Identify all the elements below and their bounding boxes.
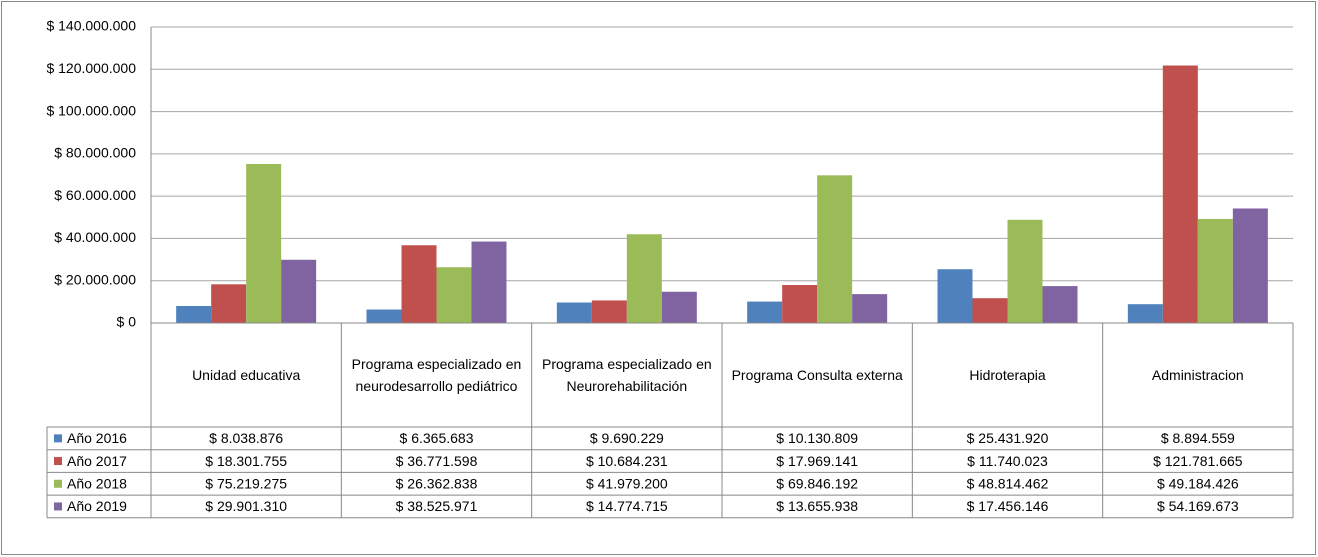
bar [1232,208,1268,323]
bar [176,306,212,323]
bar [436,267,472,323]
bar [626,234,662,323]
data-label: $ 8.038.876 [209,430,283,446]
bar [1042,286,1078,323]
x-tick-label: Programa especializado en neurodesarroll… [351,356,522,394]
y-tick-label: $ 40.000.000 [54,229,136,245]
bar [661,291,697,323]
bar [1007,219,1043,323]
bar [401,245,437,323]
data-label: $ 10.130.809 [776,430,858,446]
data-label: $ 36.771.598 [396,453,478,469]
data-label: $ 25.431.920 [967,430,1049,446]
data-label: $ 17.456.146 [967,498,1049,514]
data-label: $ 14.774.715 [586,498,668,514]
y-tick-label: $ 140.000.000 [46,18,136,34]
bar [281,259,317,323]
y-tick-label: $ 20.000.000 [54,271,136,287]
bar [1127,304,1163,323]
data-label: $ 9.690.229 [590,430,664,446]
bar [782,285,818,323]
legend-swatch [54,479,62,488]
data-label: $ 41.979.200 [586,475,668,491]
bar [366,309,402,323]
legend-swatch [54,502,62,511]
x-tick-label: Programa Consulta externa [731,367,903,383]
data-label: $ 54.169.673 [1157,498,1239,514]
legend-swatch [54,457,62,466]
bar [747,301,783,323]
x-tick-label: Hidroterapia [969,367,1046,383]
bar [937,269,973,323]
bar [211,284,247,323]
x-tick-label: Programa especializado en Neurorehabilit… [541,356,712,394]
data-label: $ 48.814.462 [967,475,1049,491]
data-label: $ 10.684.231 [586,453,668,469]
data-label: $ 11.740.023 [967,453,1048,469]
data-label: $ 26.362.838 [396,475,478,491]
data-label: $ 121.781.665 [1153,453,1243,469]
y-tick-label: $ 80.000.000 [54,145,136,161]
bar [556,302,592,323]
bar [591,300,627,323]
legend-swatch [54,434,62,443]
y-tick-label: $ 100.000.000 [46,102,136,118]
y-tick-label: $ 0 [117,314,137,330]
y-tick-label: $ 60.000.000 [54,187,136,203]
data-label: $ 13.655.938 [776,498,858,514]
bar [972,298,1008,323]
y-tick-label: $ 120.000.000 [46,60,136,76]
data-label: $ 75.219.275 [205,475,287,491]
legend-label: Año 2016 [67,430,127,446]
legend-label: Año 2018 [67,475,127,491]
bar [1197,219,1233,323]
legend-label: Año 2017 [67,453,127,469]
data-label: $ 49.184.426 [1157,475,1239,491]
data-label: $ 6.365.683 [400,430,474,446]
data-label: $ 18.301.755 [205,453,287,469]
legend-label: Año 2019 [67,498,127,514]
x-tick-label: Unidad educativa [192,367,301,383]
bar [471,241,507,323]
x-tick-label: Administracion [1151,367,1244,383]
data-label: $ 17.969.141 [776,453,858,469]
bar [246,163,282,323]
bar [1162,65,1198,323]
bar [817,175,853,323]
data-label: $ 29.901.310 [205,498,287,514]
data-label: $ 38.525.971 [396,498,478,514]
data-label: $ 69.846.192 [776,475,858,491]
data-label: $ 8.894.559 [1161,430,1235,446]
bar [852,294,888,323]
